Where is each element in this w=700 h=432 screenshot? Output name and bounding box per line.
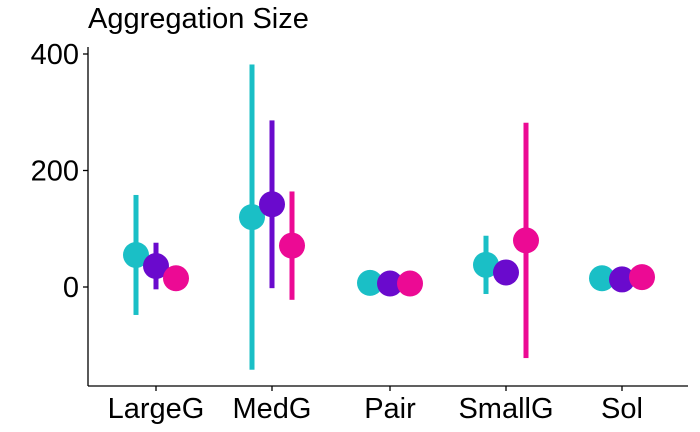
data-point [143,253,169,280]
x-tick-label: SmallG [458,393,553,425]
x-tick-label: LargeG [108,393,205,425]
data-point [377,270,403,297]
x-tick-label: Pair [364,393,416,425]
data-point [163,265,189,292]
data-point [397,270,423,297]
data-point [629,264,655,291]
data-point [473,251,499,278]
data-point [239,204,265,231]
x-tick-label: Sol [601,393,643,425]
x-tick-label: MedG [233,393,312,425]
data-point [259,191,285,218]
y-tick-label: 200 [31,156,79,188]
data-point [357,269,383,296]
chart-title: Aggregation Size [88,3,309,35]
data-point [123,241,149,268]
y-tick-label: 400 [31,39,79,71]
data-point [513,227,539,254]
data-point [279,232,305,259]
data-point [589,265,615,292]
y-tick-label: 0 [63,272,79,304]
data-point [609,266,635,293]
data-point [493,259,519,286]
